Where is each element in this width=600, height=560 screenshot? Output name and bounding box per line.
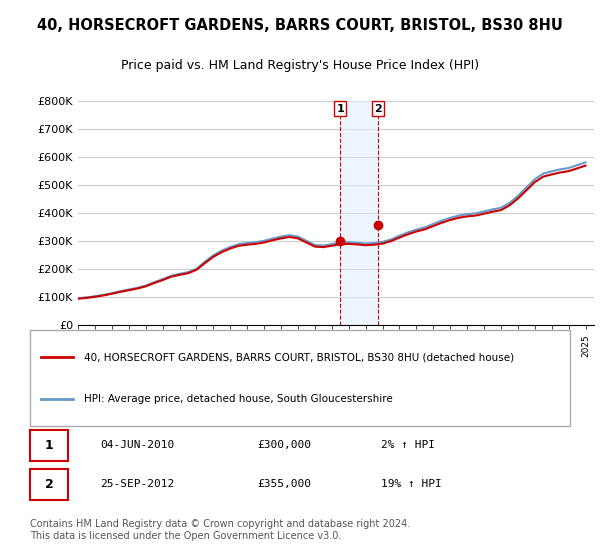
Text: Price paid vs. HM Land Registry's House Price Index (HPI): Price paid vs. HM Land Registry's House …	[121, 59, 479, 72]
Text: 2: 2	[44, 478, 53, 491]
Text: £300,000: £300,000	[257, 440, 311, 450]
FancyBboxPatch shape	[30, 330, 570, 426]
Text: 2: 2	[374, 104, 382, 114]
Text: HPI: Average price, detached house, South Gloucestershire: HPI: Average price, detached house, Sout…	[84, 394, 393, 404]
FancyBboxPatch shape	[30, 430, 68, 461]
Text: 40, HORSECROFT GARDENS, BARRS COURT, BRISTOL, BS30 8HU: 40, HORSECROFT GARDENS, BARRS COURT, BRI…	[37, 18, 563, 32]
Bar	[340, 101, 378, 325]
Text: £355,000: £355,000	[257, 479, 311, 489]
Text: 1: 1	[44, 438, 53, 452]
FancyBboxPatch shape	[30, 469, 68, 500]
Text: 04-JUN-2010: 04-JUN-2010	[100, 440, 175, 450]
Text: 25-SEP-2012: 25-SEP-2012	[100, 479, 175, 489]
Text: Contains HM Land Registry data © Crown copyright and database right 2024.
This d: Contains HM Land Registry data © Crown c…	[30, 519, 410, 541]
Text: 1: 1	[337, 104, 344, 114]
Text: 2% ↑ HPI: 2% ↑ HPI	[381, 440, 435, 450]
Text: 40, HORSECROFT GARDENS, BARRS COURT, BRISTOL, BS30 8HU (detached house): 40, HORSECROFT GARDENS, BARRS COURT, BRI…	[84, 352, 514, 362]
Text: 19% ↑ HPI: 19% ↑ HPI	[381, 479, 442, 489]
